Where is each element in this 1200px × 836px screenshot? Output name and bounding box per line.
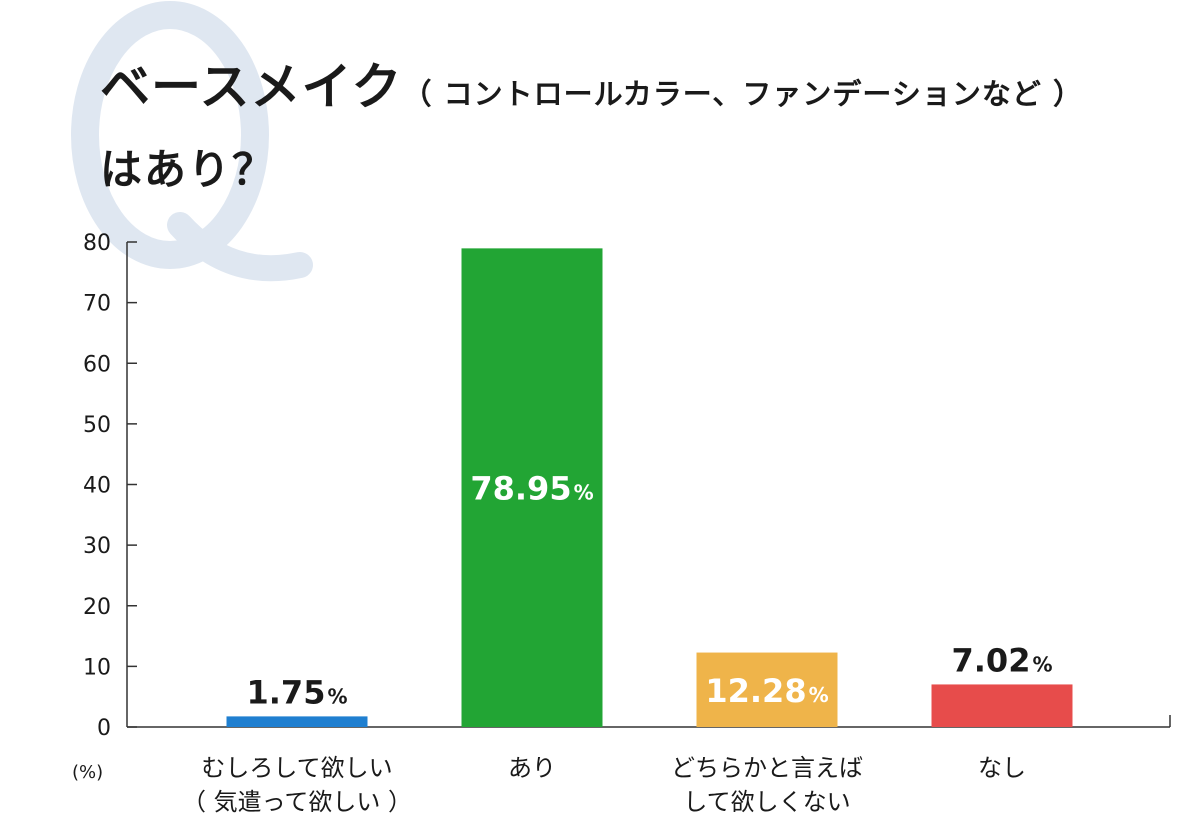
y-tick-label: 50 [83, 413, 111, 438]
x-category-label: あり [508, 754, 556, 782]
y-tick-label: 70 [83, 292, 111, 317]
title-main: ベースメイク [100, 58, 403, 116]
y-tick-label: 20 [83, 595, 111, 620]
title-parenthetical: （ コントロールカラー、ファンデーションなど ） [402, 77, 1083, 111]
q-watermark-icon [71, 1, 313, 282]
x-category-label: どちらかと言えば [671, 754, 863, 782]
x-category-label: むしろして欲しい [201, 754, 392, 782]
title-line2: はあり？ [100, 145, 277, 194]
x-category-label: なし [978, 754, 1026, 782]
y-tick-label: 80 [83, 231, 111, 256]
chart-title: ベースメイク（ コントロールカラー、ファンデーションなど ） [100, 62, 1083, 112]
bar [931, 684, 1073, 727]
data-label: 12.28% [705, 672, 828, 710]
bar [226, 716, 368, 727]
bar [696, 652, 838, 727]
y-tick-label: 30 [83, 534, 111, 559]
bar [461, 248, 603, 727]
y-tick-label: 10 [83, 655, 111, 680]
data-label: 7.02% [952, 641, 1053, 679]
x-category-label: して欲しくない [683, 788, 850, 816]
data-label: 1.75% [247, 673, 348, 711]
y-tick-label: 40 [83, 474, 111, 499]
y-unit-label: (%) [72, 762, 103, 783]
y-tick-label: 60 [83, 352, 111, 377]
data-label: 78.95% [470, 470, 593, 508]
x-category-label: （ 気遣って欲しい ） [182, 788, 412, 816]
y-tick-label: 0 [97, 716, 111, 741]
